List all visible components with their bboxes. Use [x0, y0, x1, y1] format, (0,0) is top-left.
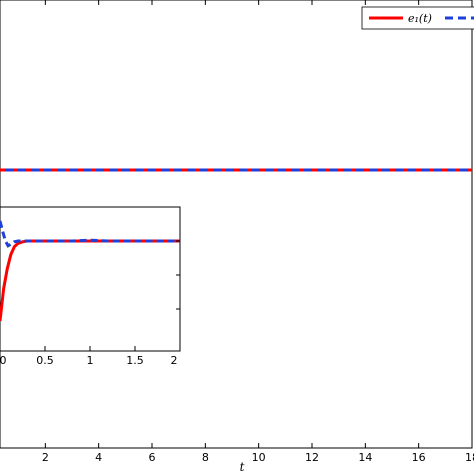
- inset-x-tick-label: 1.5: [126, 354, 144, 367]
- x-tick-label: 16: [412, 451, 426, 464]
- x-axis-label: t: [240, 460, 245, 474]
- inset-x-tick-label: 0.5: [36, 354, 54, 367]
- x-tick-label: 12: [305, 451, 319, 464]
- x-tick-label: 18: [465, 451, 474, 464]
- inset-frame: [0, 207, 180, 351]
- legend-label-e1: e₁(t): [408, 12, 432, 25]
- inset-x-tick-label: 0: [0, 354, 7, 367]
- inset-x-tick-label: 2: [171, 354, 178, 367]
- x-tick-label: 8: [202, 451, 209, 464]
- inset-x-tick-label: 1: [87, 354, 94, 367]
- x-tick-label: 6: [149, 451, 156, 464]
- x-tick-label: 4: [95, 451, 102, 464]
- x-tick-label: 2: [42, 451, 49, 464]
- x-tick-label: 10: [252, 451, 266, 464]
- x-tick-label: 14: [358, 451, 372, 464]
- legend: e₁(t): [362, 7, 474, 29]
